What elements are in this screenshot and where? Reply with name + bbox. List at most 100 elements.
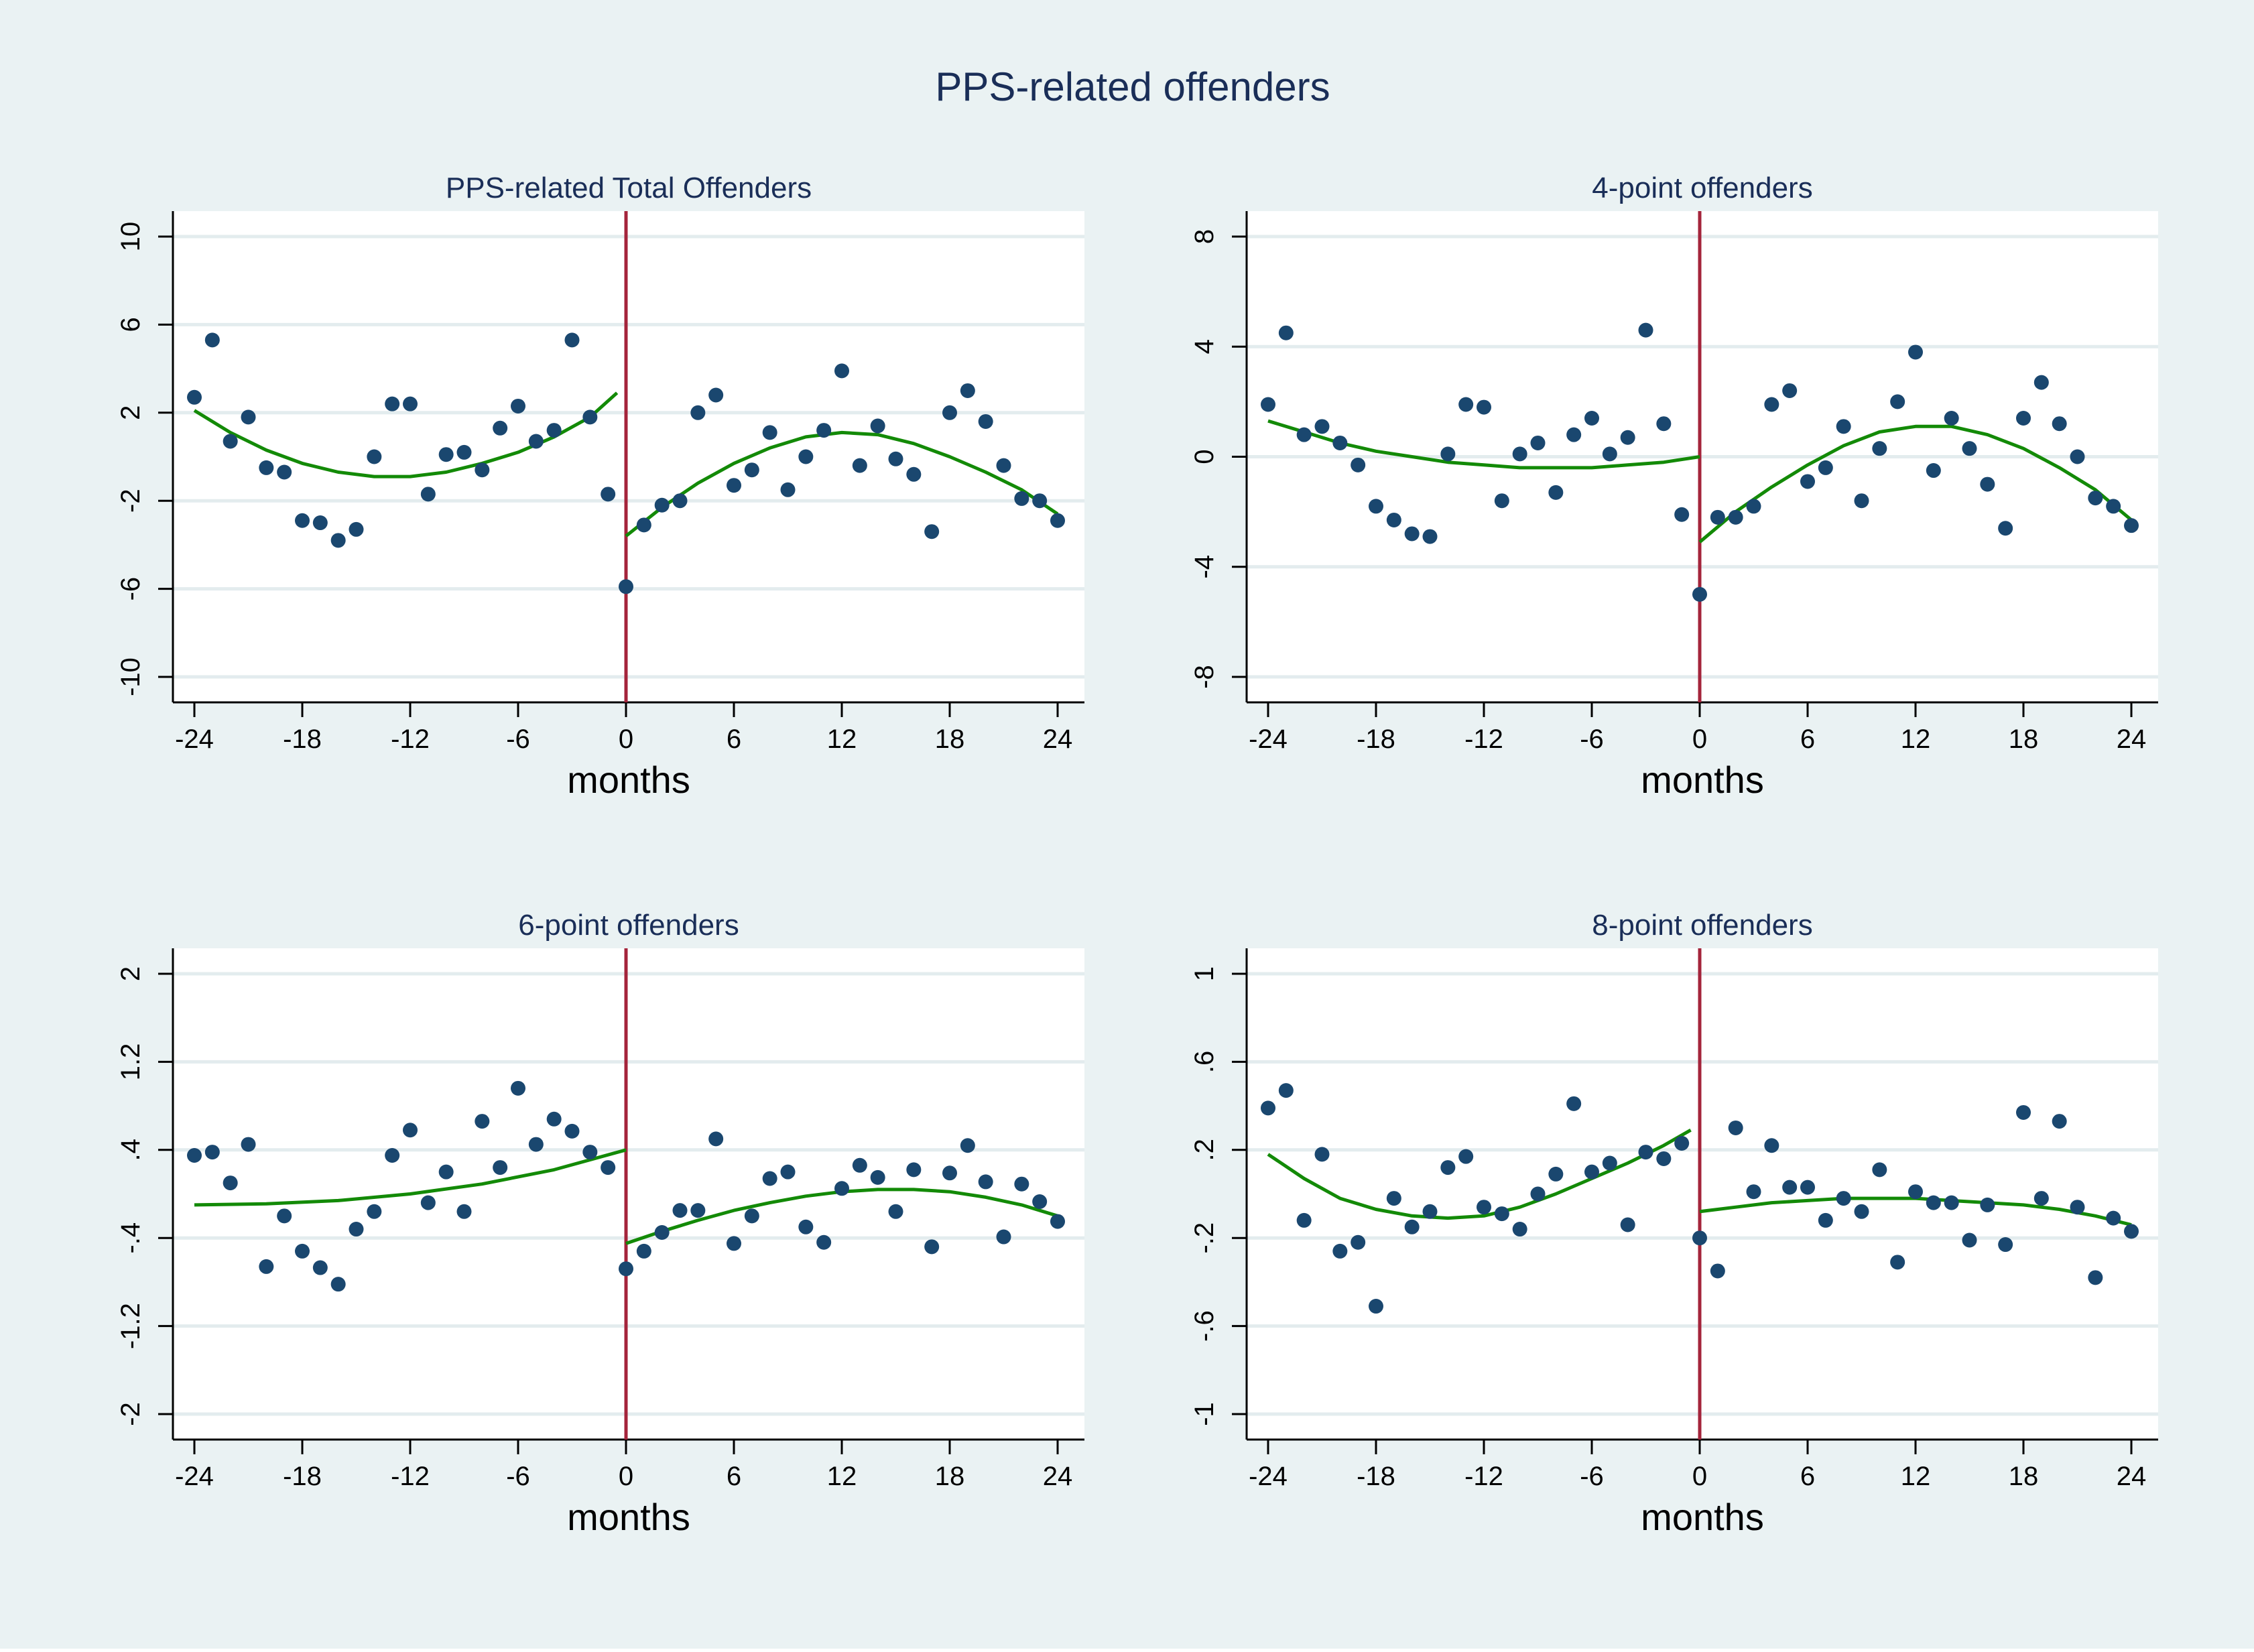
data-point xyxy=(2088,1270,2103,1285)
data-point xyxy=(942,1165,957,1181)
panel-1: -10 -6 -2 2 6 10 -24 -18 -12 -6 0 6 12 18 24 months PPS-… xyxy=(116,172,1084,801)
data-point xyxy=(1656,1151,1672,1166)
y-tick-label: -8 xyxy=(1190,665,1219,689)
data-point xyxy=(259,1259,274,1274)
data-point xyxy=(295,513,310,528)
data-point xyxy=(546,1111,562,1127)
data-point xyxy=(1980,476,1995,492)
x-tick-label: 18 xyxy=(935,1462,965,1491)
data-point xyxy=(367,1204,382,1219)
data-point xyxy=(1584,411,1599,426)
data-point xyxy=(1566,1096,1582,1111)
y-tick-label: .4 xyxy=(116,1139,145,1161)
data-point xyxy=(1800,1180,1815,1195)
plot-area xyxy=(1247,948,2158,1440)
panel-title: PPS-related Total Offenders xyxy=(446,172,812,204)
x-tick-label: -12 xyxy=(1464,1462,1503,1491)
data-point xyxy=(1944,1195,1959,1210)
data-point xyxy=(798,449,814,464)
data-point xyxy=(1440,446,1456,462)
data-point xyxy=(960,383,975,398)
data-point xyxy=(1530,1186,1546,1202)
data-point xyxy=(2016,1104,2031,1120)
data-point xyxy=(888,451,903,466)
data-point xyxy=(780,1164,796,1180)
x-tick-label: -12 xyxy=(391,1462,430,1491)
data-point xyxy=(744,1208,759,1224)
y-tick-label: -2 xyxy=(116,1402,145,1426)
data-point xyxy=(1836,419,1851,434)
data-point xyxy=(1746,499,1761,514)
data-point xyxy=(906,466,922,482)
data-point xyxy=(798,1219,814,1234)
data-point xyxy=(564,332,580,348)
y-tick-label: 2 xyxy=(116,966,145,981)
data-point xyxy=(852,458,867,473)
data-point xyxy=(312,1260,328,1275)
data-point xyxy=(1477,1200,1491,1215)
data-point xyxy=(349,521,364,537)
data-point xyxy=(564,1123,580,1139)
data-point xyxy=(1854,493,1869,509)
data-point xyxy=(708,387,724,403)
data-point xyxy=(438,1164,454,1180)
data-point xyxy=(1836,1191,1851,1206)
y-tick-label: .2 xyxy=(1190,1139,1219,1161)
data-point xyxy=(330,533,346,548)
data-point xyxy=(367,449,382,464)
x-tick-label: 0 xyxy=(1692,1462,1707,1491)
data-point xyxy=(582,1145,598,1160)
y-tick-label: .6 xyxy=(1190,1051,1219,1073)
x-tick-label: -6 xyxy=(506,1462,530,1491)
fit-line-left xyxy=(1267,1129,1692,1220)
data-point xyxy=(727,1236,741,1251)
data-point xyxy=(2106,499,2121,514)
x-tick-label: 6 xyxy=(727,1462,741,1491)
data-point xyxy=(438,447,454,462)
data-point xyxy=(1800,474,1815,489)
x-tick-label: 18 xyxy=(935,724,965,754)
x-tick-label: 24 xyxy=(2117,724,2147,754)
data-point xyxy=(1458,397,1474,412)
y-tick-label: -2 xyxy=(116,489,145,513)
data-point xyxy=(204,1145,220,1160)
x-tick-label: -6 xyxy=(1580,1462,1604,1491)
data-point xyxy=(636,1243,651,1259)
data-point xyxy=(456,1204,472,1219)
x-tick-label: -18 xyxy=(283,1462,322,1491)
data-point xyxy=(1746,1184,1761,1200)
y-tick-label: -1 xyxy=(1190,1402,1219,1426)
data-point xyxy=(1422,529,1438,544)
data-point xyxy=(312,515,328,531)
data-point xyxy=(1369,499,1383,514)
data-point xyxy=(582,409,598,425)
data-point xyxy=(420,487,436,502)
y-tick-label: -.6 xyxy=(1190,1310,1219,1342)
data-point xyxy=(1050,513,1065,528)
x-tick-label: 12 xyxy=(827,1462,857,1491)
data-point xyxy=(241,1137,256,1152)
data-point xyxy=(1032,1194,1048,1209)
data-point xyxy=(1638,1145,1653,1160)
data-point xyxy=(475,1114,490,1129)
data-point xyxy=(816,1234,832,1250)
data-point xyxy=(1369,1299,1383,1314)
data-point xyxy=(708,1131,724,1147)
data-point xyxy=(1908,1184,1923,1200)
data-point xyxy=(2124,518,2139,533)
data-point xyxy=(1728,1120,1743,1135)
data-point xyxy=(1926,1195,1941,1210)
data-point xyxy=(1386,512,1401,527)
data-point xyxy=(1296,427,1312,442)
x-tick-label: 12 xyxy=(1901,724,1931,754)
data-point xyxy=(834,1181,849,1196)
data-point xyxy=(762,1171,777,1186)
panel-title: 6-point offenders xyxy=(518,909,739,942)
data-point xyxy=(1351,457,1366,472)
data-point xyxy=(1710,509,1725,525)
x-tick-label: -12 xyxy=(391,724,430,754)
data-point xyxy=(2070,1200,2085,1215)
x-tick-label: 6 xyxy=(1800,1462,1815,1491)
data-point xyxy=(385,396,400,411)
data-point xyxy=(1014,491,1029,506)
